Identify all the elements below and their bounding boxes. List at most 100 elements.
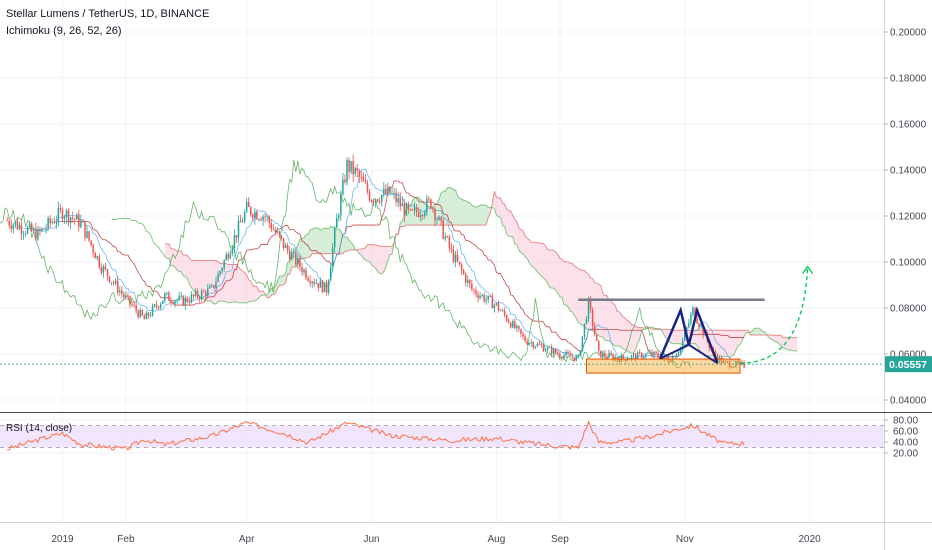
candle <box>24 230 27 238</box>
candle <box>262 214 264 227</box>
candle <box>258 218 260 222</box>
candle-body <box>589 298 592 310</box>
candle <box>354 166 356 177</box>
cloud-segment <box>166 243 169 259</box>
cloud-segment <box>326 228 329 254</box>
candle-body <box>696 318 698 324</box>
chart-title: Stellar Lumens / TetherUS, 1D, BINANCE <box>6 8 210 20</box>
candle <box>493 303 496 313</box>
candle <box>630 354 633 362</box>
candle-body <box>454 254 457 262</box>
candle-body <box>301 266 303 273</box>
candle-body <box>119 290 121 293</box>
candle <box>295 250 297 267</box>
candle-body <box>657 353 659 357</box>
candle-body <box>90 240 92 245</box>
cloud-segment <box>312 227 315 254</box>
candle <box>432 206 434 214</box>
cloud-segment <box>611 300 614 345</box>
candle <box>346 157 348 186</box>
candle <box>254 208 256 225</box>
candle <box>581 336 584 353</box>
candle-body <box>690 314 692 323</box>
cloud-segment <box>443 191 446 226</box>
cloud-segment <box>508 210 511 237</box>
candle-body <box>86 231 88 238</box>
candle <box>653 351 655 359</box>
candle-body <box>436 219 438 221</box>
candle <box>577 354 580 360</box>
candle-body <box>391 193 393 194</box>
candle-body <box>409 209 412 211</box>
candle <box>381 194 383 207</box>
cloud-segment <box>226 263 229 303</box>
cloud-segment <box>181 251 184 276</box>
cloud-segment <box>336 229 339 254</box>
cloud-segment <box>420 199 423 226</box>
candle-body <box>526 341 528 345</box>
candle-body <box>274 229 277 233</box>
candle <box>245 197 248 213</box>
candle <box>372 199 375 207</box>
candle-body <box>643 356 645 359</box>
candle <box>321 279 324 294</box>
candle-body <box>638 352 641 354</box>
candle <box>8 217 10 229</box>
candle-body <box>575 356 578 361</box>
candle-body <box>634 354 637 360</box>
candle <box>724 360 727 364</box>
candle <box>458 261 461 267</box>
candle-body <box>307 278 309 281</box>
cloud-segment <box>222 263 225 302</box>
candle <box>387 182 389 196</box>
cloud-segment <box>254 286 257 301</box>
cloud-segment <box>412 197 415 226</box>
cloud-segment <box>230 264 233 303</box>
candle <box>481 293 483 299</box>
cloud-segment <box>785 337 788 350</box>
candle <box>252 212 254 222</box>
candle <box>329 264 332 281</box>
candle-body <box>239 220 242 223</box>
candle <box>147 311 150 319</box>
candle <box>524 334 526 343</box>
cloud-segment <box>322 228 325 254</box>
cloud-segment <box>459 198 462 226</box>
candle <box>18 222 21 231</box>
cloud-segment <box>574 265 577 319</box>
candle-body <box>286 245 289 251</box>
candle-body <box>374 199 377 203</box>
cloud-segment <box>455 189 458 226</box>
candle-body <box>577 355 580 357</box>
candle <box>288 246 291 263</box>
candle-body <box>428 198 430 200</box>
candle <box>100 263 103 276</box>
candle-body <box>561 356 563 359</box>
time-tick-label: 2020 <box>798 534 821 545</box>
candle-body <box>26 227 29 234</box>
cloud-segment <box>545 245 548 284</box>
time-tick-label: Feb <box>117 534 135 545</box>
candle <box>133 301 135 308</box>
indicator-label[interactable]: Ichimoku (9, 26, 52, 26) <box>6 25 122 37</box>
candle <box>469 279 471 289</box>
cloud-segment <box>461 199 464 226</box>
candle <box>274 226 277 234</box>
cloud-segment <box>787 337 790 351</box>
candle-body <box>421 214 424 216</box>
rsi-label[interactable]: RSI (14, close) <box>6 423 73 434</box>
candle-body <box>681 340 684 347</box>
candle <box>20 219 23 241</box>
candle <box>598 340 600 354</box>
candle <box>526 338 528 346</box>
candle <box>143 314 146 320</box>
price-tick-label: 0.20000 <box>890 28 927 39</box>
candle-body <box>546 347 549 351</box>
candle-body <box>247 201 250 207</box>
cloud-segment <box>561 259 564 305</box>
cloud-segment <box>537 242 540 274</box>
candle-body <box>542 345 545 352</box>
candle <box>78 209 80 232</box>
candle-body <box>71 217 74 219</box>
